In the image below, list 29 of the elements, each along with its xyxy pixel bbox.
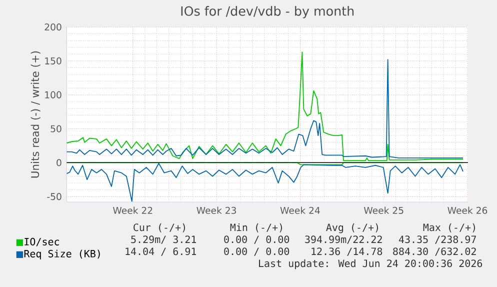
x-tick-label: Week 25	[364, 206, 404, 214]
text: 0.00 / 0.00	[224, 248, 290, 256]
x-tick-label: Week 23	[196, 206, 236, 214]
y-tick-label: 200	[44, 23, 62, 31]
chart-title: IOs for /dev/vdb - by month	[181, 6, 354, 18]
text: Last update: Wed Jun 24 20:00:36 2026	[259, 259, 482, 270]
y-tick-label: 0	[56, 159, 62, 166]
x-tick-label: Week 24	[280, 206, 320, 214]
legend-label: IO/sec	[24, 238, 59, 246]
text: Min (-/+)	[230, 223, 282, 232]
legend-label: Req Size (KB)	[24, 250, 100, 260]
y-tick-label: -50	[47, 193, 62, 200]
text: 14.04 / 6.91	[126, 248, 196, 256]
text: 394.99m/22.22	[305, 236, 382, 244]
y-axis-title: Units read (-) / write (+)	[30, 51, 40, 178]
y-tick-label: 100	[45, 91, 62, 98]
y-tick-label: 50	[50, 125, 62, 132]
text: Max (-/+)	[423, 223, 475, 232]
text: 884.30 /632.02	[393, 248, 476, 256]
text: 12.36 /14.78	[312, 248, 382, 256]
text: 43.35 /238.97	[398, 236, 476, 244]
x-tick-label: Week 26	[448, 206, 488, 214]
line-series	[66, 162, 464, 202]
y-tick-label: 150	[45, 57, 62, 64]
text: Cur (-/+)	[134, 223, 185, 232]
text: 5.29m/ 3.21	[131, 236, 196, 244]
x-tick-label: Week 22	[113, 206, 152, 214]
text: Avg (-/+)	[326, 223, 378, 234]
text: 0.00 / 0.00	[224, 236, 290, 244]
